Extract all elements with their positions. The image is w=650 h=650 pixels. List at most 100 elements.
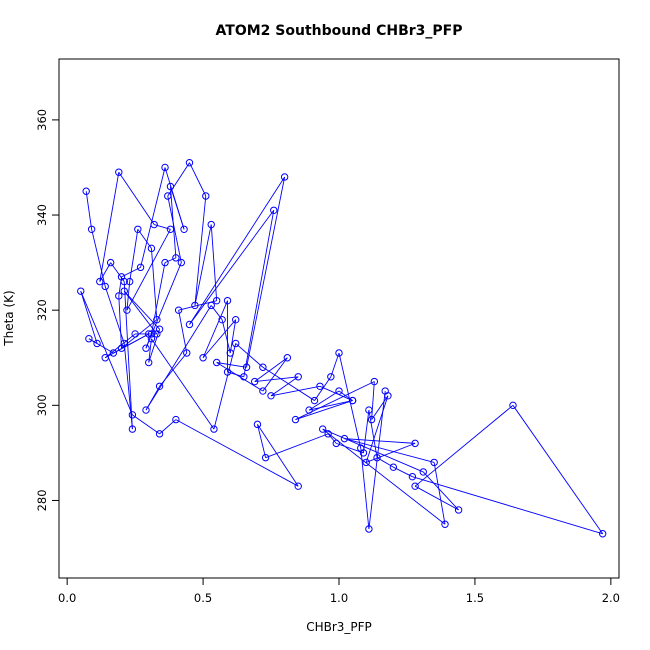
data-point [109, 349, 118, 357]
data-point [185, 320, 194, 329]
data-point [77, 287, 85, 295]
series-segment [202, 300, 228, 358]
series-segment [433, 462, 446, 525]
series-segment [202, 319, 237, 359]
data-point [240, 373, 248, 381]
series-segment [330, 352, 340, 377]
data-point [598, 530, 607, 538]
data-point [223, 368, 232, 376]
series-segment [123, 343, 133, 430]
data-point [142, 406, 150, 414]
series-segment [118, 171, 155, 225]
data-point [207, 301, 215, 310]
data-point [509, 401, 517, 410]
series-segment [189, 162, 207, 197]
series-segment [85, 191, 93, 230]
data-point [283, 354, 292, 362]
data-point [324, 430, 332, 438]
data-point [305, 406, 313, 414]
data-point [411, 439, 419, 448]
series-segment [371, 381, 375, 420]
data-point [261, 453, 270, 462]
series-segment [123, 290, 158, 335]
data-point [373, 453, 381, 462]
data-point [128, 411, 137, 419]
data-point [136, 263, 145, 272]
series-segment [412, 476, 603, 535]
series-segment [189, 210, 275, 325]
data-point [365, 406, 373, 414]
data-point [365, 525, 373, 533]
series-segment [243, 210, 275, 377]
data-point [183, 349, 191, 357]
data-point [166, 225, 175, 234]
data-point [117, 344, 126, 352]
data-point [318, 425, 327, 433]
y-axis-label: Theta (K) [2, 290, 16, 346]
data-point [172, 254, 180, 262]
series-segment [262, 357, 288, 392]
data-point [226, 349, 234, 357]
series-segment [189, 176, 286, 325]
data-point [389, 463, 398, 471]
series-segment [126, 229, 171, 311]
data-point [454, 506, 463, 514]
series-segment [99, 172, 120, 282]
series-segment [123, 290, 160, 330]
data-point [259, 363, 267, 371]
series-segment [118, 295, 122, 349]
series-segment [246, 176, 286, 368]
data-point [259, 387, 267, 395]
series-segment [129, 229, 139, 282]
y-axis: 280 300 320 340 360 [35, 109, 60, 511]
y-tick-label: 360 [35, 109, 49, 131]
x-tick-label: 2.0 [602, 591, 620, 605]
x-axis-label: CHBr3_PFP [306, 620, 372, 634]
data-point [93, 339, 101, 348]
data-point [115, 168, 123, 176]
data-point [164, 192, 172, 200]
data-point [316, 382, 324, 390]
series-segment [167, 195, 182, 263]
series-segment [88, 338, 114, 354]
y-tick-label: 300 [35, 394, 49, 416]
series-segment [257, 424, 267, 458]
series-segment [167, 162, 190, 197]
series-segment [216, 362, 264, 392]
series-segment [322, 428, 424, 473]
data-point [223, 296, 232, 305]
data-point [357, 444, 365, 452]
data-point [430, 458, 438, 467]
data-point [253, 420, 262, 429]
data-point [155, 430, 164, 438]
series-segment [145, 305, 212, 411]
x-tick-label: 1.0 [330, 591, 348, 605]
data-point [419, 468, 427, 476]
series-segment [175, 419, 299, 487]
data-point [161, 163, 169, 172]
data-point [335, 387, 343, 395]
data-point [202, 192, 210, 200]
data-point [123, 306, 131, 314]
series-segment [137, 229, 152, 249]
data-point [147, 244, 156, 253]
data-point [310, 396, 319, 405]
series-segment [414, 485, 459, 511]
data-point [161, 258, 169, 267]
data-point [218, 315, 226, 324]
data-point [270, 206, 278, 214]
data-point [280, 173, 289, 181]
x-tick-label: 0.5 [194, 591, 212, 605]
data-point [150, 220, 158, 229]
series-segment [327, 433, 337, 444]
data-point [120, 287, 128, 295]
data-point [134, 225, 142, 234]
data-point [96, 277, 104, 286]
series-segment [368, 409, 378, 458]
series-segment [368, 390, 386, 530]
series-segment [322, 428, 446, 525]
series-segment [194, 224, 212, 306]
data-point [145, 358, 153, 367]
data-point [153, 315, 161, 324]
series-segment [178, 310, 188, 354]
